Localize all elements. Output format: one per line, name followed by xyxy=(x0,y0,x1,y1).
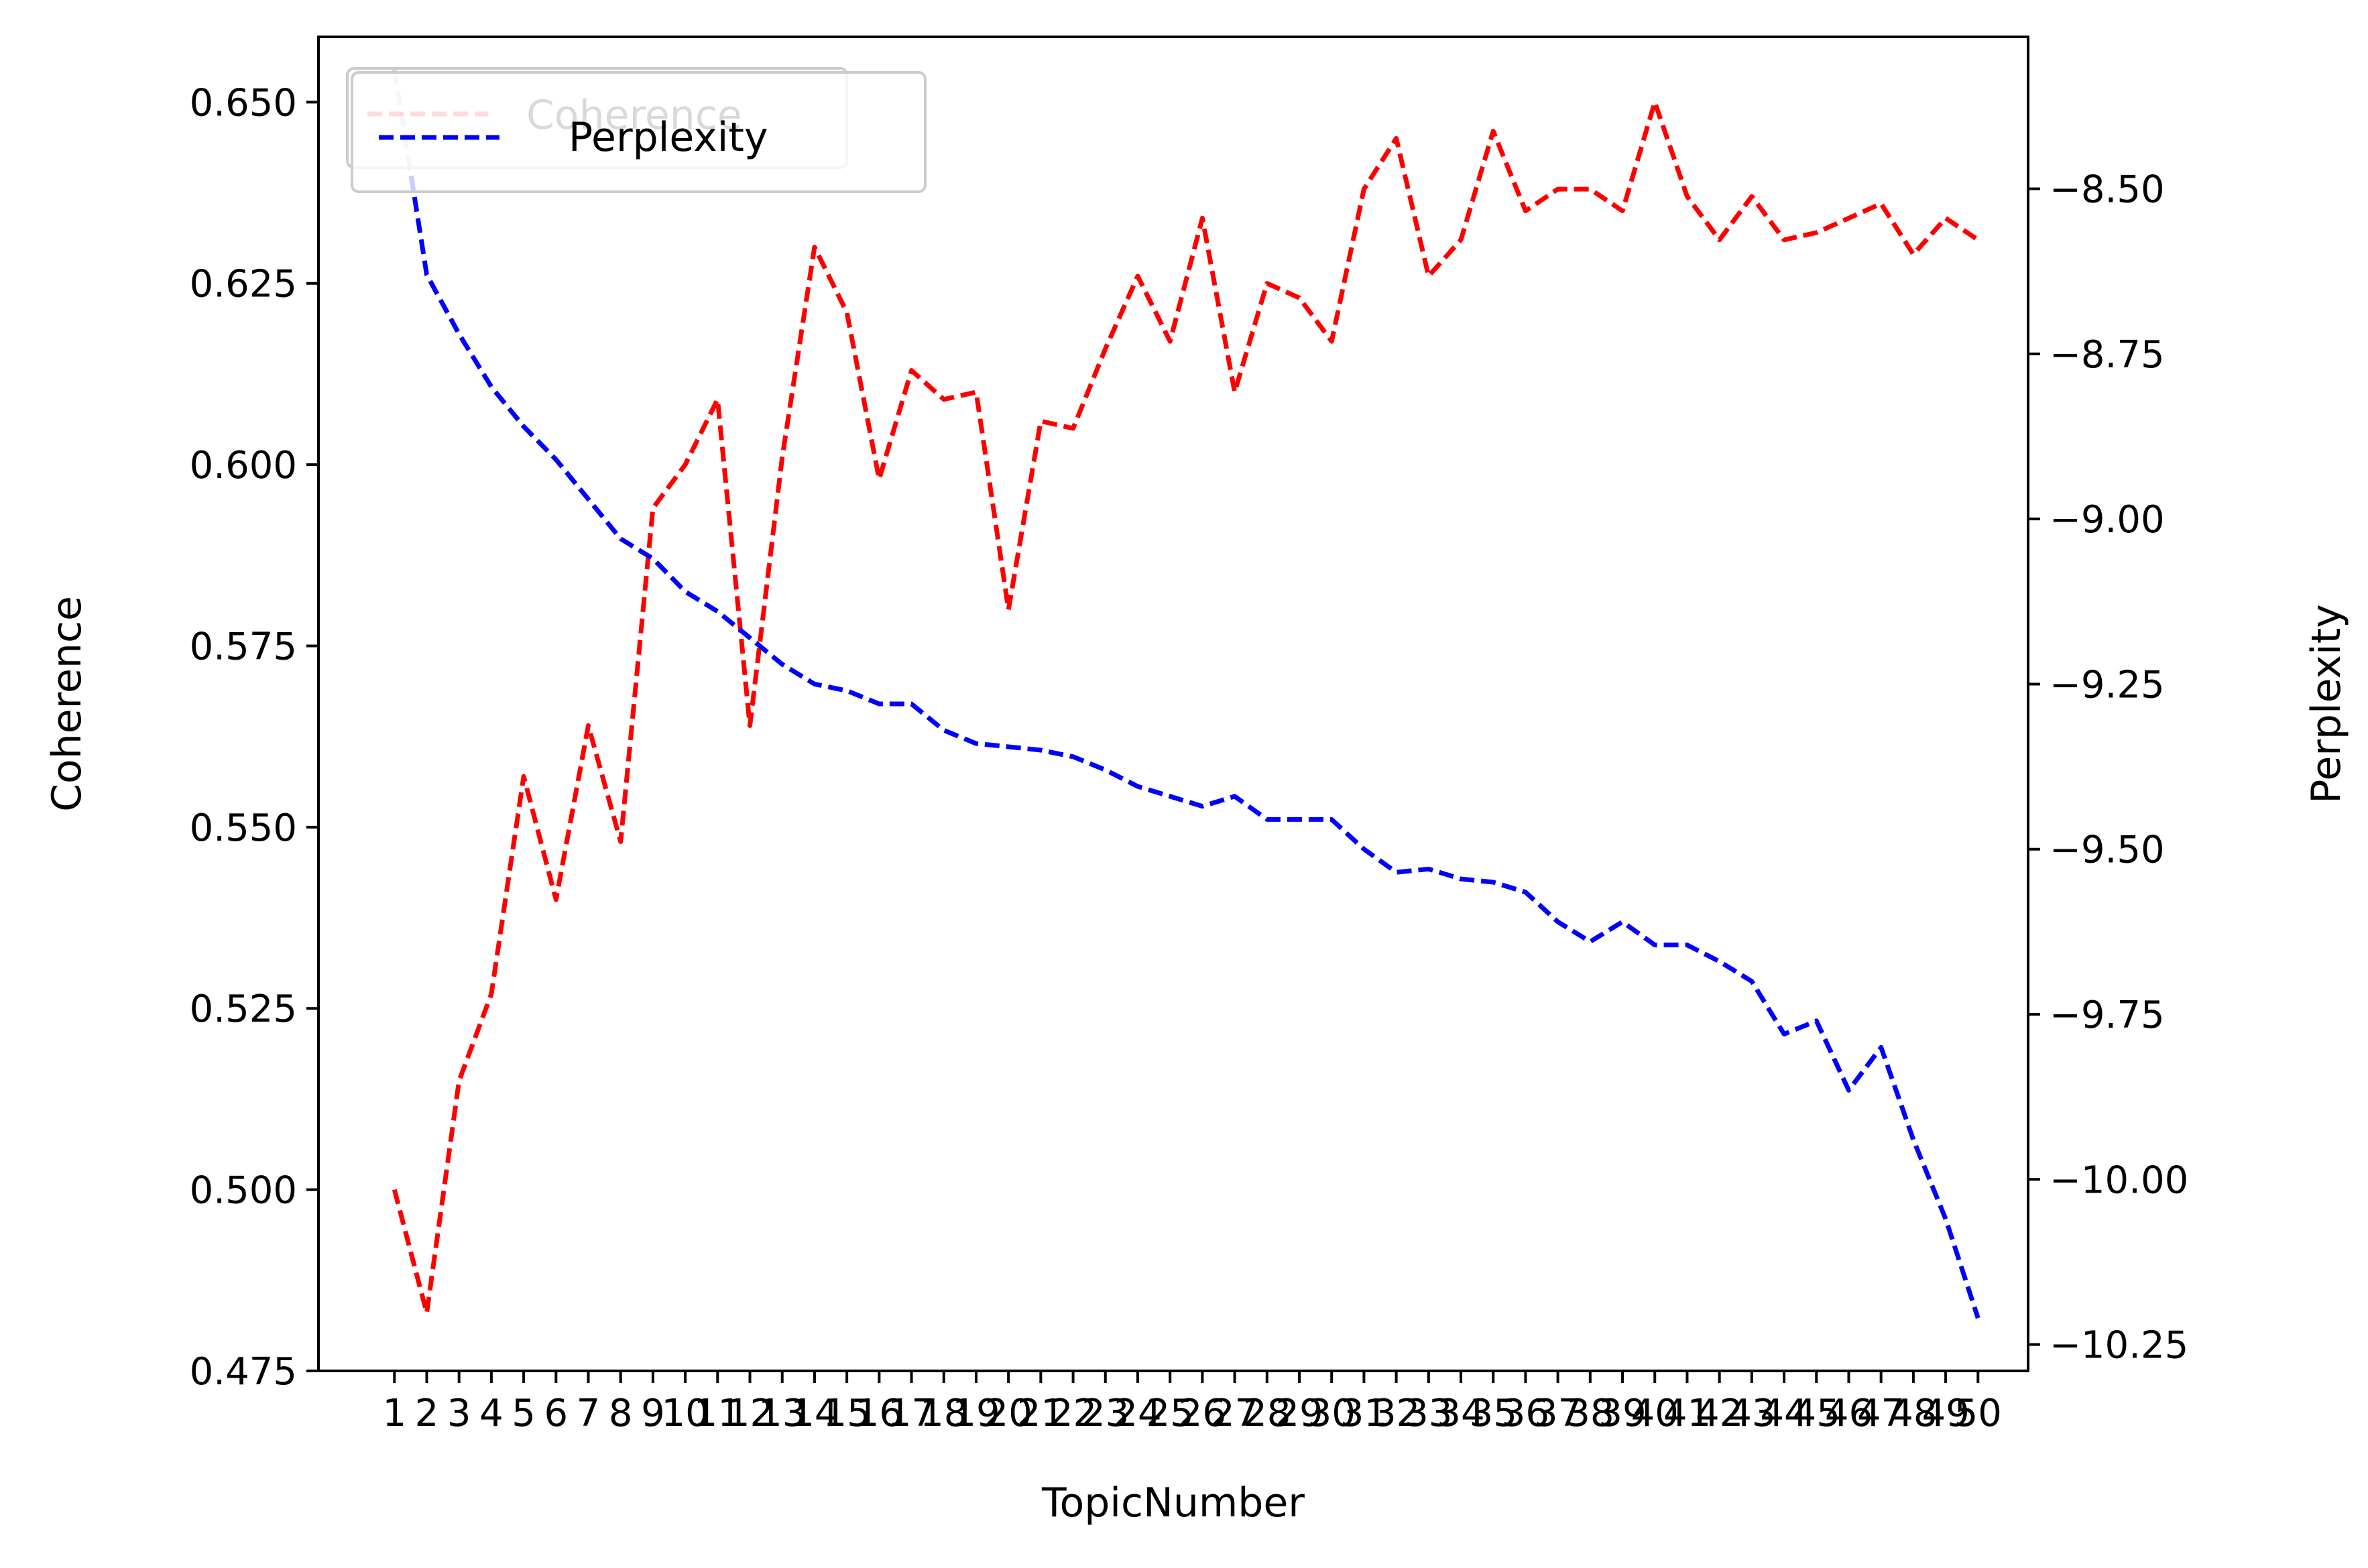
x-tick-label: 4 xyxy=(479,1392,504,1435)
plot-frame xyxy=(317,36,2029,1372)
right-y-tick-label: −9.50 xyxy=(2050,829,2165,872)
left-y-tick-label: 0.650 xyxy=(190,81,297,125)
left-y-tick-label: 0.475 xyxy=(190,1350,297,1394)
x-tick-label: 39 xyxy=(1598,1392,1646,1435)
x-tick-label: 17 xyxy=(888,1392,935,1435)
x-tick-label: 38 xyxy=(1566,1392,1614,1435)
x-tick-label: 46 xyxy=(1825,1392,1873,1435)
left-y-tick-label: 0.550 xyxy=(190,806,297,850)
left-y-axis-label: Coherence xyxy=(44,596,91,812)
x-tick-label: 18 xyxy=(920,1392,967,1435)
left-y-tick-label: 0.625 xyxy=(190,263,297,306)
x-tick-label: 31 xyxy=(1340,1392,1388,1435)
x-tick-label: 11 xyxy=(694,1392,742,1435)
x-tick-label: 32 xyxy=(1372,1392,1420,1435)
x-tick-label: 23 xyxy=(1081,1392,1129,1435)
x-tick-label: 21 xyxy=(1017,1392,1065,1435)
x-axis-label: TopicNumber xyxy=(1041,1480,1305,1526)
x-tick-label: 9 xyxy=(641,1392,665,1435)
x-axis: 1 2 3 4 5 6 7 8 91011121314151617181920212223242… xyxy=(382,1371,2002,1435)
x-tick-label: 49 xyxy=(1921,1392,1969,1435)
left-y-tick-label: 0.500 xyxy=(190,1169,297,1213)
series-line-coherence xyxy=(392,99,1980,1315)
left-y-tick-label: 0.575 xyxy=(190,625,297,668)
x-tick-label: 20 xyxy=(985,1392,1032,1435)
series-line-perplexity xyxy=(392,69,1980,1319)
x-tick-label: 34 xyxy=(1437,1392,1484,1435)
right-y-tick-label: −8.50 xyxy=(2050,168,2165,212)
x-tick-label: 15 xyxy=(823,1392,871,1435)
x-tick-label: 13 xyxy=(758,1392,806,1435)
x-tick-label: 3 xyxy=(447,1392,471,1435)
plot-area xyxy=(317,36,2029,1372)
right-y-tick-label: −10.00 xyxy=(2050,1158,2188,1202)
left-y-tick-label: 0.525 xyxy=(190,987,297,1031)
x-tick-label: 6 xyxy=(544,1392,568,1435)
x-tick-label: 35 xyxy=(1470,1392,1517,1435)
x-tick-label: 43 xyxy=(1728,1392,1775,1435)
x-tick-label: 27 xyxy=(1211,1392,1258,1435)
right-y-tick-label: −10.25 xyxy=(2050,1324,2188,1368)
x-tick-label: 33 xyxy=(1405,1392,1452,1435)
legend-perplexity-label: Perplexity xyxy=(569,114,768,161)
x-tick-label: 30 xyxy=(1308,1392,1356,1435)
right-y-tick-label: −9.25 xyxy=(2050,663,2165,707)
x-tick-label: 41 xyxy=(1663,1392,1711,1435)
legend-perplexity: Perplexity xyxy=(351,71,927,193)
x-tick-label: 40 xyxy=(1631,1392,1679,1435)
right-y-axis-label: Perplexity xyxy=(2303,604,2350,803)
left-y-tick-label: 0.600 xyxy=(190,444,297,487)
x-tick-label: 47 xyxy=(1857,1392,1905,1435)
x-tick-label: 14 xyxy=(790,1392,838,1435)
x-tick-label: 12 xyxy=(726,1392,774,1435)
x-tick-label: 36 xyxy=(1502,1392,1549,1435)
x-tick-label: 25 xyxy=(1146,1392,1194,1435)
x-tick-label: 2 xyxy=(415,1392,439,1435)
right-y-axis: −10.25 −10.00 −9.75 −9.50 −9.25 −9.00 −8.75 −8.… xyxy=(2028,168,2188,1368)
x-tick-label: 7 xyxy=(577,1392,601,1435)
x-tick-label: 42 xyxy=(1696,1392,1743,1435)
legend-perplexity-box xyxy=(351,71,927,193)
x-tick-label: 22 xyxy=(1049,1392,1097,1435)
x-tick-label: 50 xyxy=(1954,1392,2002,1435)
x-tick-label: 44 xyxy=(1760,1392,1808,1435)
x-tick-label: 1 xyxy=(382,1392,406,1435)
right-y-tick-label: −8.75 xyxy=(2050,333,2165,377)
x-tick-label: 5 xyxy=(512,1392,536,1435)
x-tick-label: 45 xyxy=(1793,1392,1840,1435)
left-y-axis: 0.475 0.500 0.525 0.550 0.575 0.600 0.625 0.650 xyxy=(190,81,318,1394)
x-tick-label: 28 xyxy=(1243,1392,1291,1435)
right-y-tick-label: −9.75 xyxy=(2050,993,2165,1037)
x-tick-label: 37 xyxy=(1534,1392,1582,1435)
x-tick-label: 48 xyxy=(1889,1392,1937,1435)
x-tick-label: 16 xyxy=(855,1392,903,1435)
right-y-tick-label: −9.00 xyxy=(2050,498,2165,542)
x-tick-label: 8 xyxy=(609,1392,633,1435)
x-tick-label: 19 xyxy=(952,1392,1000,1435)
x-tick-label: 29 xyxy=(1275,1392,1323,1435)
x-tick-label: 10 xyxy=(661,1392,709,1435)
x-tick-label: 26 xyxy=(1179,1392,1226,1435)
x-tick-label: 24 xyxy=(1114,1392,1161,1435)
